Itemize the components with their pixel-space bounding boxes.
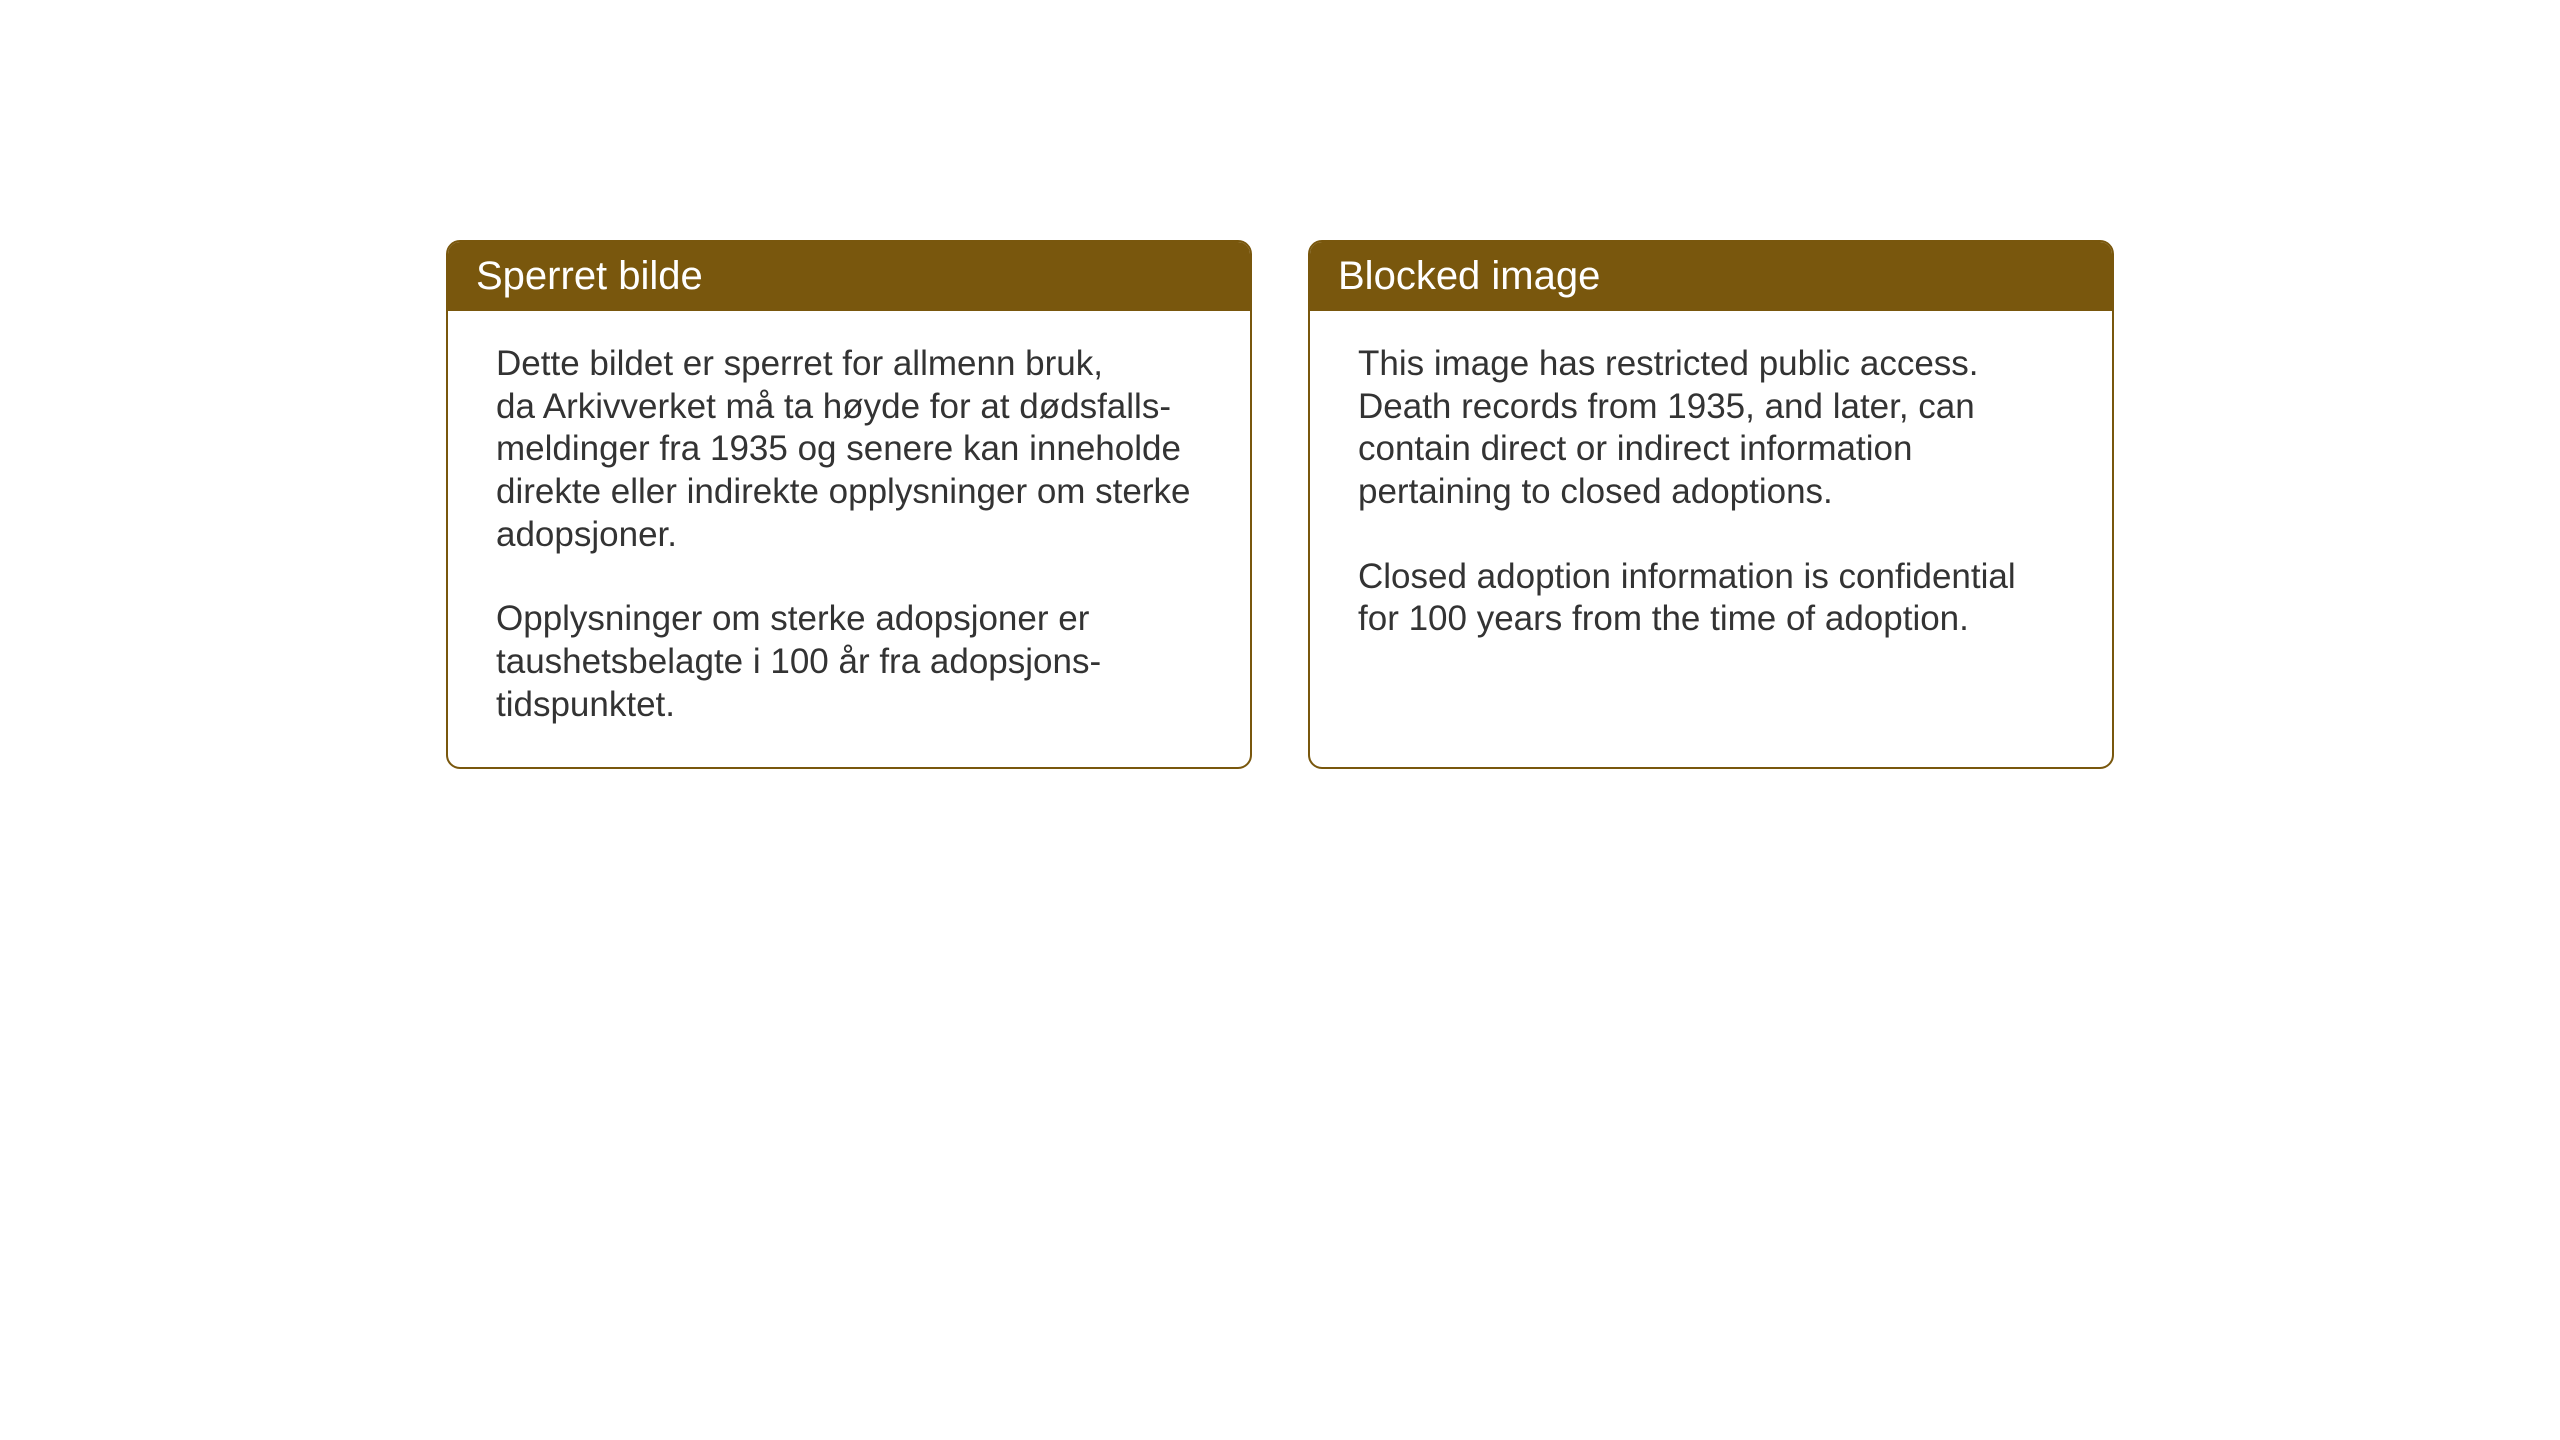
notice-card-norwegian: Sperret bilde Dette bildet er sperret fo… [446,240,1252,769]
notice-cards-container: Sperret bilde Dette bildet er sperret fo… [446,240,2114,769]
card-body-english: This image has restricted public access.… [1310,311,2112,681]
card-paragraph-2: Closed adoption information is confident… [1358,556,2064,641]
card-paragraph-2: Opplysninger om sterke adopsjoner er tau… [496,598,1202,726]
card-paragraph-1: This image has restricted public access.… [1358,343,2064,514]
card-header-english: Blocked image [1310,242,2112,311]
card-header-norwegian: Sperret bilde [448,242,1250,311]
notice-card-english: Blocked image This image has restricted … [1308,240,2114,769]
card-paragraph-1: Dette bildet er sperret for allmenn bruk… [496,343,1202,556]
card-body-norwegian: Dette bildet er sperret for allmenn bruk… [448,311,1250,767]
card-title: Blocked image [1338,254,1600,298]
card-title: Sperret bilde [476,254,703,298]
